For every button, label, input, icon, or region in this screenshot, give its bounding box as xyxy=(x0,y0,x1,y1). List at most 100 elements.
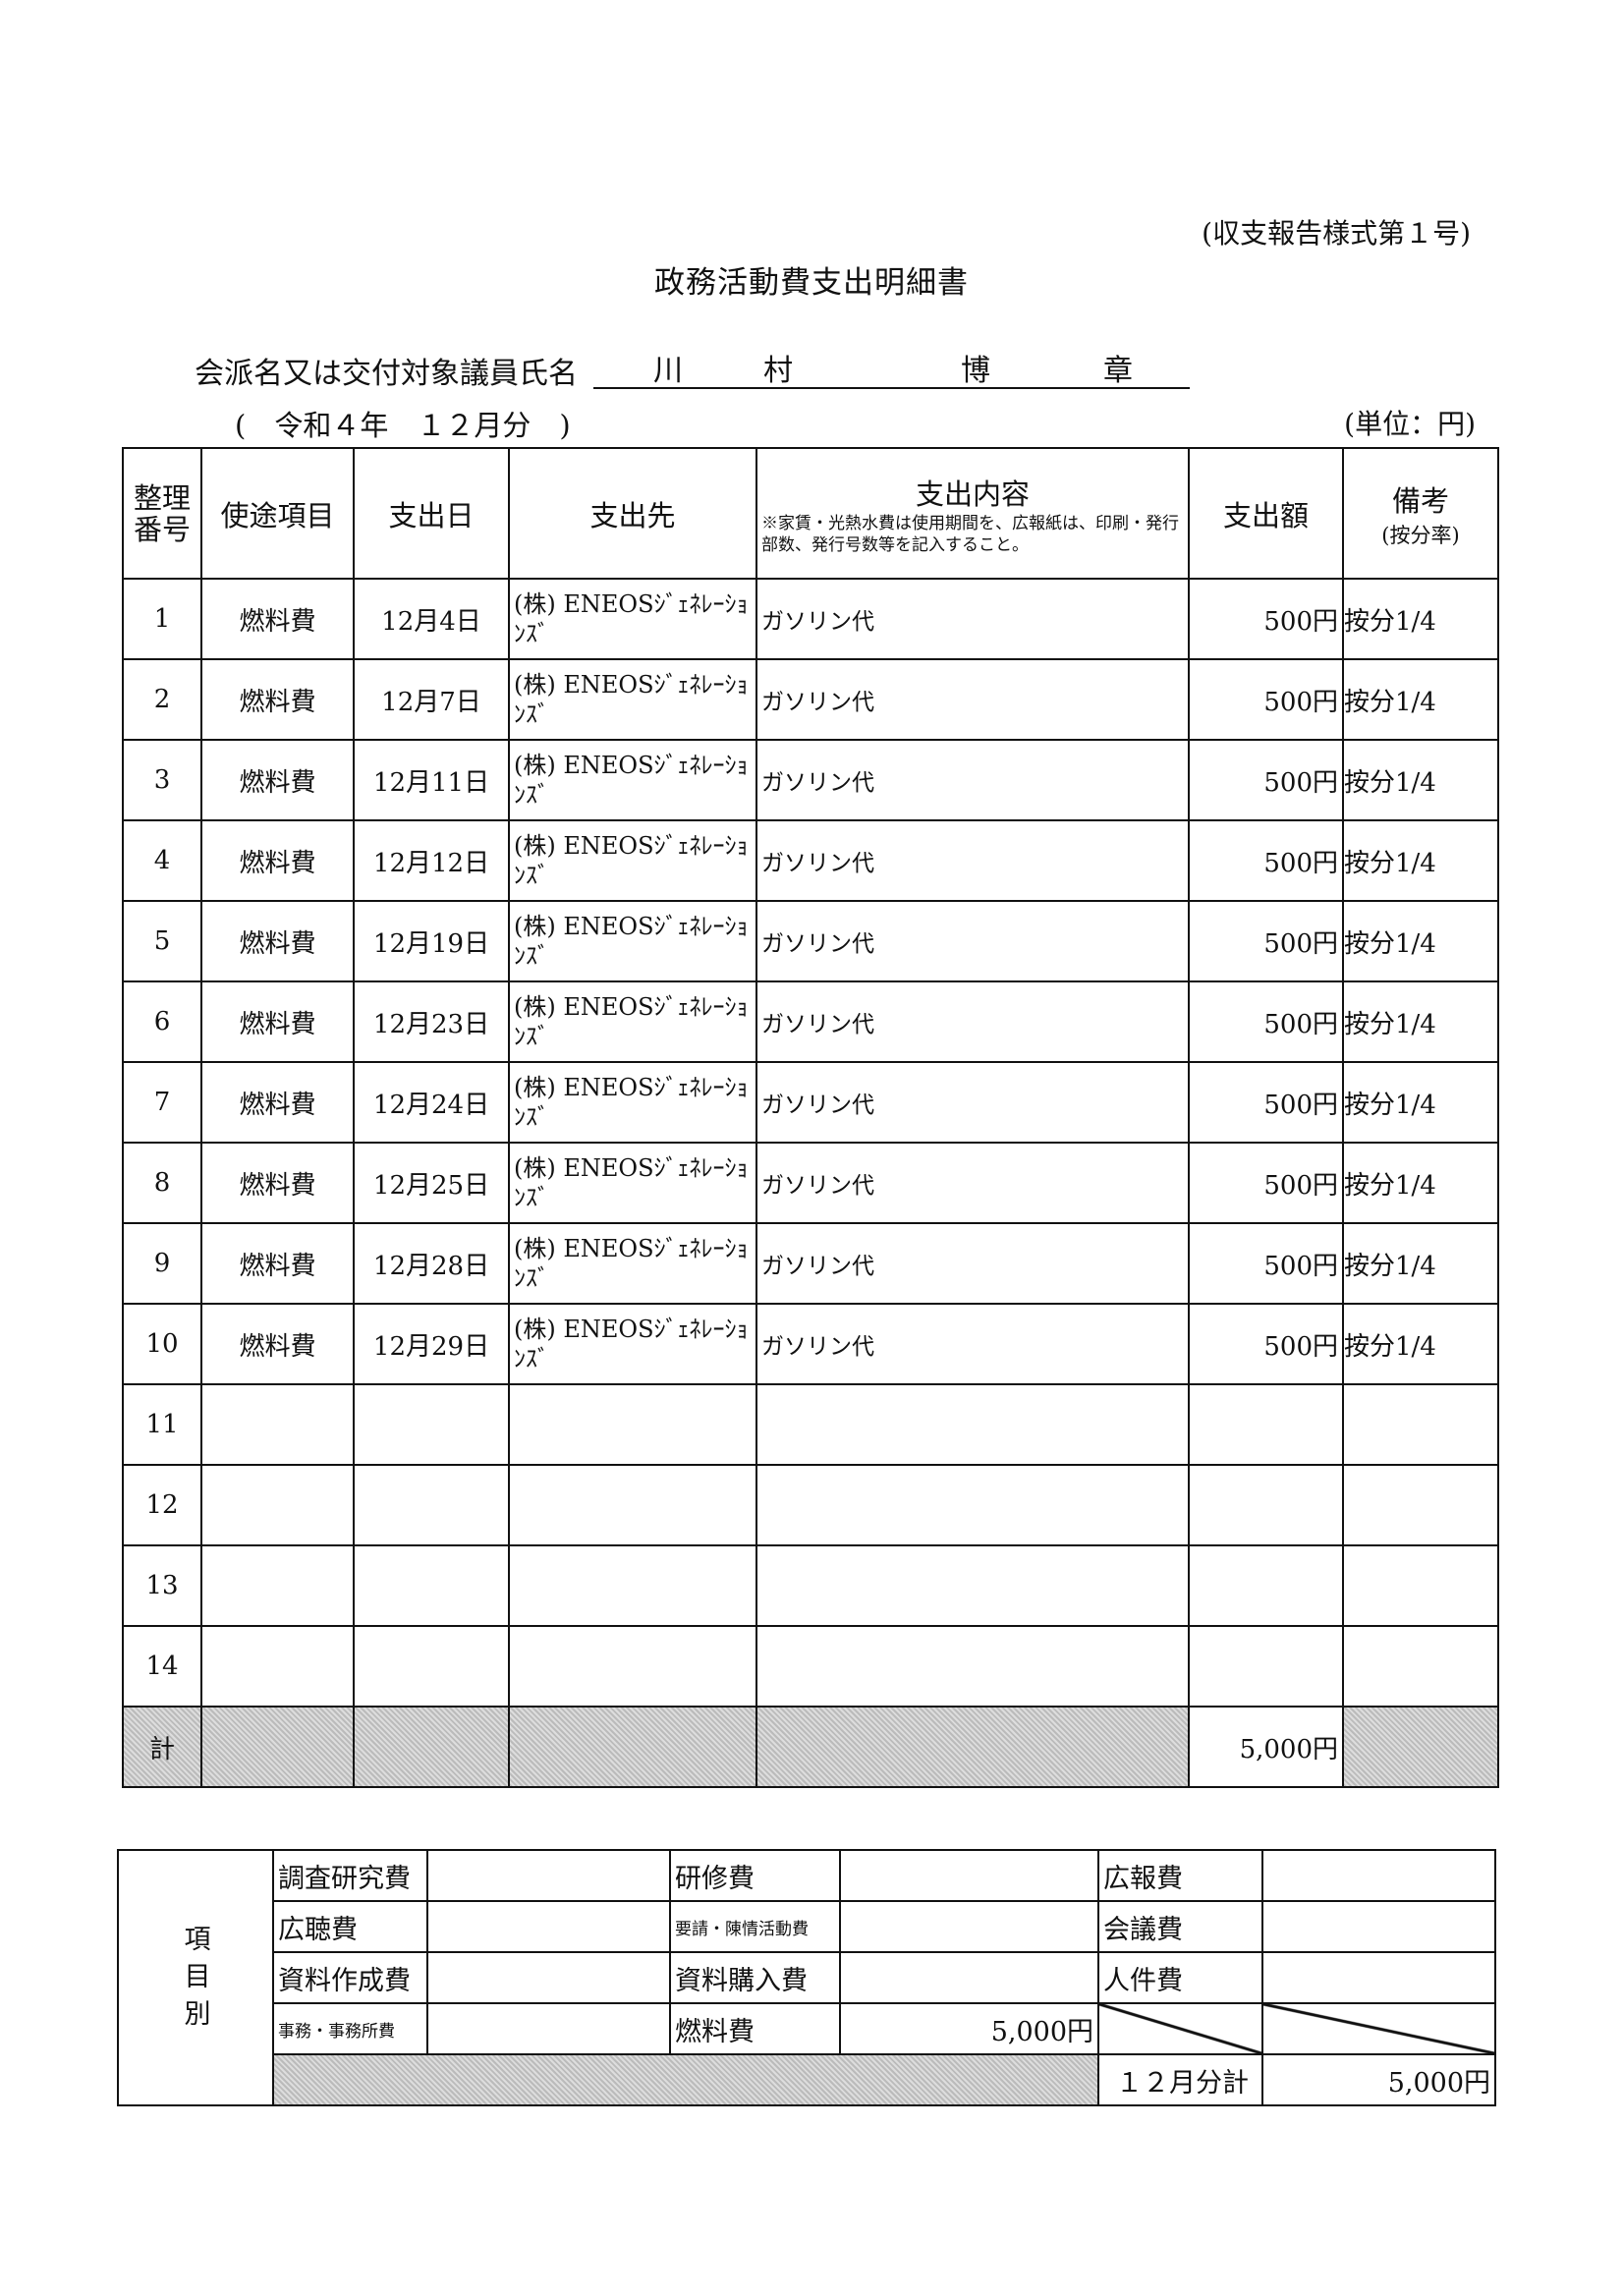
name-char: 博 xyxy=(961,354,990,388)
table-row: 14 xyxy=(122,1625,1499,1708)
name-char: 川 xyxy=(653,354,683,388)
cell-remarks: 按分1/4 xyxy=(1342,739,1499,821)
cell-date: 12月12日 xyxy=(353,819,510,902)
page-title: 政務活動費支出明細書 xyxy=(654,265,969,301)
category-label: 広報費 xyxy=(1097,1849,1263,1902)
cell-payee xyxy=(508,1544,757,1627)
table-row: 12 xyxy=(122,1464,1499,1546)
category-amount xyxy=(1261,1900,1496,1953)
cell-payee: (株) ENEOSｼﾞｪﾈﾚｰｼｮﾝｽﾞ xyxy=(508,739,757,821)
expense-table: 整理 番号 使途項目 支出日 支出先 支出内容 ※家賃・光熱水費は使用期間を、広報… xyxy=(122,447,1499,1788)
side-label: 項 目 別 xyxy=(117,1849,274,2106)
summary-row: 広聴費 要請・陳情活動費 会議費 xyxy=(118,1900,1496,1953)
category-label: 資料作成費 xyxy=(272,1951,428,2004)
cell-no: 5 xyxy=(122,900,202,982)
cell-date xyxy=(353,1544,510,1627)
cell-remarks: 按分1/4 xyxy=(1342,980,1499,1063)
unit-label: (単位：円) xyxy=(1344,408,1476,440)
cell-remarks: 按分1/4 xyxy=(1342,1142,1499,1224)
name-char: 村 xyxy=(763,354,793,388)
month-total-amount: 5,000円 xyxy=(1261,2053,1496,2106)
category-label: 研修費 xyxy=(669,1849,841,1902)
cell-item: 燃料費 xyxy=(200,1061,355,1144)
header-item: 使途項目 xyxy=(200,447,355,580)
table-row: 4 燃料費 12月12日 (株) ENEOSｼﾞｪﾈﾚｰｼｮﾝｽﾞ ガソリン代 500円按… xyxy=(122,819,1499,902)
table-row: 3 燃料費 12月11日 (株) ENEOSｼﾞｪﾈﾚｰｼｮﾝｽﾞ ガソリン代 500円按… xyxy=(122,739,1499,821)
category-label: 調査研究費 xyxy=(272,1849,428,1902)
table-row: 5 燃料費 12月19日 (株) ENEOSｼﾞｪﾈﾚｰｼｮﾝｽﾞ ガソリン代 500円按… xyxy=(122,900,1499,982)
cell-remarks xyxy=(1342,1625,1499,1708)
cell-date: 12月11日 xyxy=(353,739,510,821)
cell-payee xyxy=(508,1383,757,1466)
cell-item xyxy=(200,1464,355,1546)
header-payee: 支出先 xyxy=(508,447,757,580)
cell-payee: (株) ENEOSｼﾞｪﾈﾚｰｼｮﾝｽﾞ xyxy=(508,819,757,902)
cell-amount xyxy=(1188,1544,1344,1627)
cell-date xyxy=(353,1383,510,1466)
shaded-cell xyxy=(353,1706,510,1788)
category-amount xyxy=(839,1849,1099,1902)
cell-amount xyxy=(1188,1383,1344,1466)
cell-amount: 500円 xyxy=(1188,739,1344,821)
cell-content: ガソリン代 xyxy=(756,980,1190,1063)
cell-payee: (株) ENEOSｼﾞｪﾈﾚｰｼｮﾝｽﾞ xyxy=(508,578,757,660)
cell-payee: (株) ENEOSｼﾞｪﾈﾚｰｼｮﾝｽﾞ xyxy=(508,900,757,982)
cell-content xyxy=(756,1383,1190,1466)
cell-amount: 500円 xyxy=(1188,819,1344,902)
table-row: 9 燃料費 12月28日 (株) ENEOSｼﾞｪﾈﾚｰｼｮﾝｽﾞ ガソリン代 500円按… xyxy=(122,1222,1499,1305)
category-label xyxy=(1097,2002,1263,2055)
cell-item: 燃料費 xyxy=(200,1303,355,1385)
cell-remarks: 按分1/4 xyxy=(1342,819,1499,902)
category-amount xyxy=(1261,2002,1496,2055)
cell-item xyxy=(200,1383,355,1466)
cell-date: 12月25日 xyxy=(353,1142,510,1224)
cell-item: 燃料費 xyxy=(200,980,355,1063)
cell-no: 12 xyxy=(122,1464,202,1546)
cell-remarks xyxy=(1342,1544,1499,1627)
cell-remarks: 按分1/4 xyxy=(1342,1222,1499,1305)
shaded-cell xyxy=(1342,1706,1499,1788)
cell-item: 燃料費 xyxy=(200,658,355,741)
cell-item: 燃料費 xyxy=(200,739,355,821)
cell-content: ガソリン代 xyxy=(756,900,1190,982)
category-amount xyxy=(839,1951,1099,2004)
cell-amount xyxy=(1188,1464,1344,1546)
table-row: 11 xyxy=(122,1383,1499,1466)
cell-payee: (株) ENEOSｼﾞｪﾈﾚｰｼｮﾝｽﾞ xyxy=(508,1222,757,1305)
cell-item: 燃料費 xyxy=(200,819,355,902)
cell-amount: 500円 xyxy=(1188,1222,1344,1305)
cell-content: ガソリン代 xyxy=(756,1061,1190,1144)
cell-date: 12月7日 xyxy=(353,658,510,741)
summary-row: 項 目 別調査研究費 研修費 広報費 xyxy=(117,1849,1496,2106)
cell-amount: 500円 xyxy=(1188,578,1344,660)
name-char: 章 xyxy=(1103,354,1133,388)
name-label: 会派名又は交付対象議員氏名 xyxy=(195,357,578,391)
cell-amount: 500円 xyxy=(1188,1061,1344,1144)
cell-remarks: 按分1/4 xyxy=(1342,1303,1499,1385)
category-summary-table: 項 目 別調査研究費 研修費 広報費 広聴費 要請・陳情活動費 会議費 資料作成費 資料購入費… xyxy=(117,1849,1496,2106)
cell-no: 1 xyxy=(122,578,202,660)
cell-content: ガソリン代 xyxy=(756,739,1190,821)
shaded-cell xyxy=(756,1706,1190,1788)
header-date: 支出日 xyxy=(353,447,510,580)
cell-amount: 500円 xyxy=(1188,1142,1344,1224)
cell-item: 燃料費 xyxy=(200,1142,355,1224)
category-label: 資料購入費 xyxy=(669,1951,841,2004)
cell-amount: 500円 xyxy=(1188,980,1344,1063)
table-row: 8 燃料費 12月25日 (株) ENEOSｼﾞｪﾈﾚｰｼｮﾝｽﾞ ガソリン代 500円按… xyxy=(122,1142,1499,1224)
header-remarks: 備考 (按分率) xyxy=(1342,447,1499,580)
cell-content xyxy=(756,1625,1190,1708)
month-total-label: １２月分計 xyxy=(1097,2053,1263,2106)
form-number: (収支報告様式第１号) xyxy=(1202,217,1471,250)
cell-no: 4 xyxy=(122,819,202,902)
cell-content: ガソリン代 xyxy=(756,1222,1190,1305)
cell-content: ガソリン代 xyxy=(756,1303,1190,1385)
cell-remarks xyxy=(1342,1464,1499,1546)
shaded-cell xyxy=(272,2053,1099,2106)
cell-payee: (株) ENEOSｼﾞｪﾈﾚｰｼｮﾝｽﾞ xyxy=(508,1061,757,1144)
table-row: 1 燃料費 12月4日 (株) ENEOSｼﾞｪﾈﾚｰｼｮﾝｽﾞ ガソリン代 500円 按分… xyxy=(122,578,1499,660)
cell-remarks: 按分1/4 xyxy=(1342,658,1499,741)
name-underline xyxy=(593,387,1190,389)
cell-no: 13 xyxy=(122,1544,202,1627)
